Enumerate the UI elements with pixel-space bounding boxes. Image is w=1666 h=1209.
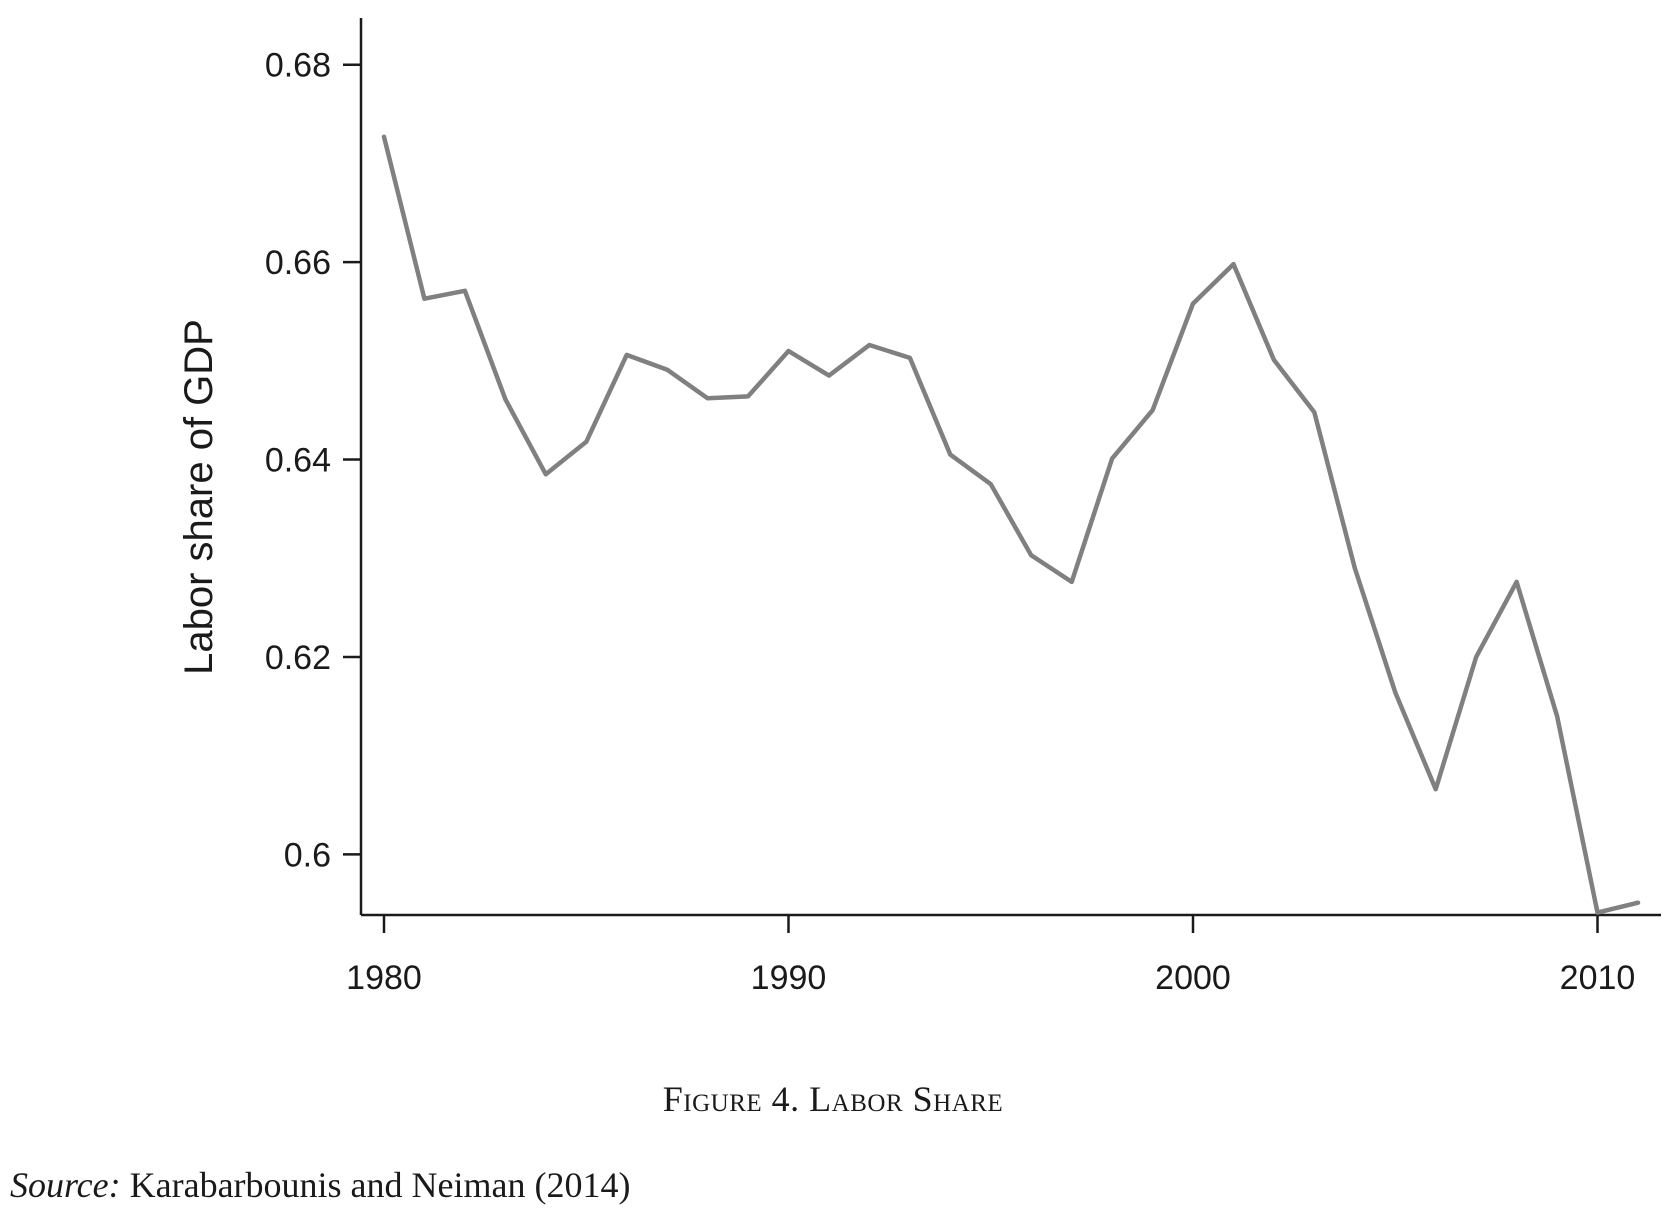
x-tick-label: 2010 (1560, 959, 1636, 997)
y-tick-label: 0.62 (265, 639, 331, 677)
y-tick-label: 0.68 (265, 47, 331, 85)
source-label: Source: (10, 1165, 121, 1205)
x-axis: 1980 1990 2000 2010 (346, 913, 1661, 997)
labor-share-line (381, 134, 1641, 915)
y-axis: 0.6 0.62 0.64 0.66 0.68 (265, 18, 363, 915)
x-tick-label: 1990 (751, 959, 827, 997)
series-layer (381, 134, 1641, 915)
source-citation: Karabarbounis and Neiman (2014) (129, 1165, 631, 1205)
y-tick-label: 0.66 (265, 244, 331, 282)
y-tick-label: 0.6 (284, 836, 331, 874)
y-tick-label: 0.64 (265, 442, 331, 480)
figure-caption: Figure 4. Labor Share (662, 1079, 1004, 1119)
x-tick-label: 1980 (346, 959, 422, 997)
source-note: Source: Karabarbounis and Neiman (2014) (10, 1164, 630, 1206)
line-chart: 0.6 0.62 0.64 0.66 0.68 1980 1990 2000 2010 Lab… (177, 18, 1661, 997)
y-axis-title: Labor share of GDP (177, 319, 221, 675)
x-tick-label: 2000 (1155, 959, 1231, 997)
